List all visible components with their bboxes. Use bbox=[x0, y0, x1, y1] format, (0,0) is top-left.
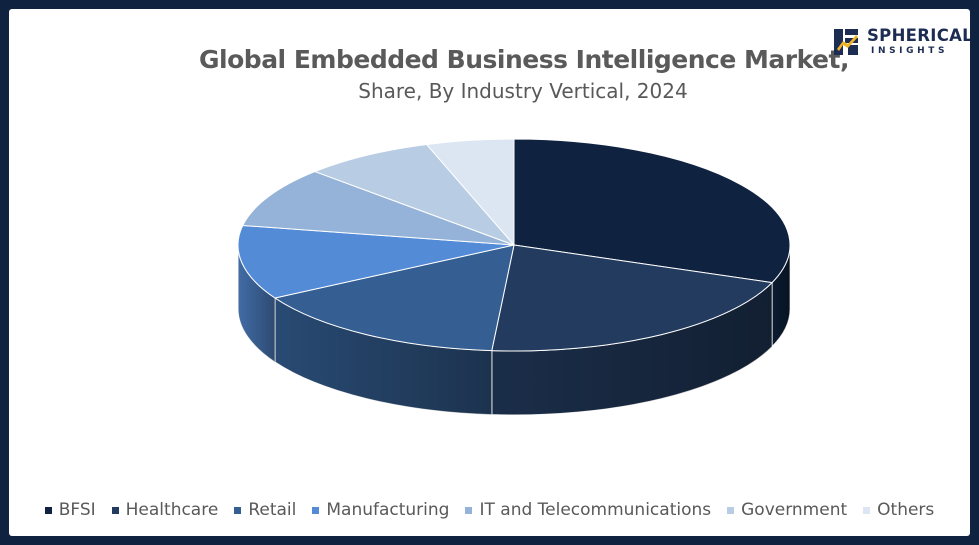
legend-swatch-it-and-telecommunications bbox=[465, 506, 473, 514]
legend-swatch-healthcare bbox=[111, 506, 119, 514]
chart-legend: BFSI Healthcare Retail Manufacturing IT and … bbox=[9, 499, 970, 521]
pie-slice-others[interactable] bbox=[426, 138, 515, 246]
pie-slice-bfsi[interactable] bbox=[513, 138, 791, 284]
legend-swatch-retail bbox=[234, 506, 242, 514]
pie-slice-manufacturing[interactable] bbox=[237, 224, 515, 299]
chart-subtitle: Share, By Industry Vertical, 2024 bbox=[358, 79, 688, 103]
pie-side-shade-retail bbox=[274, 298, 492, 415]
pie-side-shade-manufacturing bbox=[238, 245, 275, 362]
legend-item-others[interactable]: Others bbox=[863, 500, 934, 520]
legend-item-bfsi[interactable]: BFSI bbox=[44, 500, 96, 520]
legend-item-retail[interactable]: Retail bbox=[234, 500, 296, 520]
legend-label-retail: Retail bbox=[248, 500, 297, 520]
pie-sides bbox=[237, 244, 791, 416]
pie-slice-government[interactable] bbox=[314, 143, 515, 246]
legend-swatch-bfsi bbox=[44, 506, 52, 514]
legend-swatch-manufacturing bbox=[312, 506, 320, 514]
legend-swatch-others bbox=[863, 506, 871, 514]
legend-label-healthcare: Healthcare bbox=[125, 500, 219, 520]
spherical-insights-logo: SPHERICAL INSIGHTS bbox=[834, 25, 970, 59]
legend-label-others: Others bbox=[877, 500, 935, 520]
logo-text-secondary: INSIGHTS bbox=[871, 46, 949, 56]
pie-side-shade-healthcare bbox=[491, 282, 773, 415]
pie-tops bbox=[237, 138, 791, 352]
legend-item-government[interactable]: Government bbox=[727, 500, 847, 520]
pie-slice-healthcare[interactable] bbox=[491, 244, 773, 352]
legend-label-bfsi: BFSI bbox=[58, 500, 96, 520]
legend-item-manufacturing[interactable]: Manufacturing bbox=[312, 500, 449, 520]
pie-slice-retail[interactable] bbox=[274, 244, 515, 352]
chart-title: Global Embedded Business Intelligence Ma… bbox=[199, 45, 849, 74]
pie-side-shade-bfsi bbox=[772, 245, 790, 347]
legend-label-government: Government bbox=[741, 500, 848, 520]
legend-label-it-and-telecommunications: IT and Telecommunications bbox=[479, 500, 712, 520]
legend-item-healthcare[interactable]: Healthcare bbox=[111, 500, 219, 520]
legend-item-it-and-telecommunications[interactable]: IT and Telecommunications bbox=[465, 500, 711, 520]
logo-text-primary: SPHERICAL bbox=[867, 26, 970, 45]
pie-chart bbox=[237, 138, 791, 416]
pie-slice-it-and-telecommunications[interactable] bbox=[242, 171, 515, 246]
logo-mark-icon bbox=[834, 29, 858, 55]
legend-swatch-government bbox=[727, 506, 735, 514]
chart-card: Global Embedded Business Intelligence Ma… bbox=[9, 9, 970, 536]
legend-label-manufacturing: Manufacturing bbox=[326, 500, 450, 520]
